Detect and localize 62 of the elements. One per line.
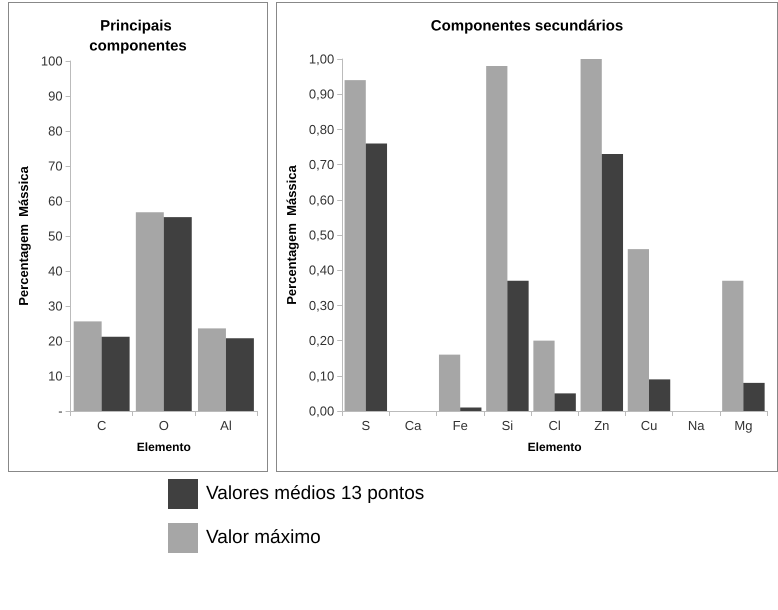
legend-label: Valores médios 13 pontos (206, 483, 424, 505)
legend-label: Valor máximo (206, 527, 321, 549)
y-tick-label: 0,90 (308, 86, 334, 102)
chart-title: Componentes secundários (430, 18, 624, 34)
bar (602, 154, 624, 411)
x-tick-label: Zn (594, 418, 610, 433)
bar (136, 212, 164, 411)
bar (198, 328, 226, 411)
bar (344, 80, 366, 411)
bar (164, 217, 192, 411)
bar (580, 59, 602, 411)
bar (743, 382, 765, 411)
bar (438, 354, 460, 411)
x-tick-label: Na (688, 418, 706, 433)
y-axis-title: Percentagem Mássica (16, 166, 31, 306)
bar (226, 338, 254, 411)
y-axis-title: Percentagem Mássica (284, 164, 299, 305)
y-tick-label: 0,30 (308, 298, 334, 313)
x-tick-label: Cl (548, 418, 561, 433)
y-tick-label: 80 (48, 124, 63, 138)
x-tick-label: S (361, 418, 370, 433)
y-tick-label: 50 (48, 228, 63, 244)
y-tick-label: 10 (48, 368, 63, 384)
x-axis-title: Elemento (528, 440, 582, 454)
y-tick-label: 90 (48, 88, 63, 104)
y-tick-label: 30 (48, 298, 63, 314)
y-tick-label: 0,00 (308, 404, 334, 418)
y-tick-label: 40 (48, 264, 63, 278)
bar (486, 66, 508, 411)
bar (460, 407, 482, 411)
bar (507, 280, 529, 411)
x-tick-label: Si (502, 418, 514, 433)
bar (649, 379, 670, 411)
y-tick-label: 0,80 (308, 122, 334, 137)
x-tick-label: O (158, 418, 169, 433)
y-tick-label: - (58, 404, 63, 418)
x-axis-title: Elemento (136, 440, 191, 454)
bar (74, 321, 102, 411)
y-tick-label: 100 (40, 54, 63, 68)
y-tick-label: 0,70 (308, 157, 334, 172)
y-tick-label: 0,20 (308, 333, 334, 348)
x-tick-label: Fe (452, 418, 468, 433)
x-tick-label: C (96, 418, 106, 433)
y-tick-label: 1,00 (308, 52, 334, 66)
chart-title: Principais componentes (89, 18, 187, 54)
bar (533, 340, 555, 411)
bar (628, 249, 649, 411)
y-tick-label: 0,10 (308, 368, 334, 384)
y-tick-label: 70 (48, 158, 63, 174)
y-tick-label: 0,60 (308, 192, 334, 208)
y-tick-label: 0,50 (308, 228, 334, 242)
x-tick-label: Al (220, 418, 232, 433)
bar (102, 336, 130, 411)
y-tick-label: 60 (48, 194, 63, 208)
x-tick-label: Ca (404, 418, 422, 433)
x-tick-label: Mg (734, 418, 752, 433)
y-tick-label: 0,40 (308, 262, 334, 278)
bar (722, 280, 744, 411)
bar (366, 143, 388, 411)
bar (554, 393, 576, 411)
x-tick-label: Cu (640, 418, 658, 433)
y-tick-label: 20 (48, 334, 63, 348)
